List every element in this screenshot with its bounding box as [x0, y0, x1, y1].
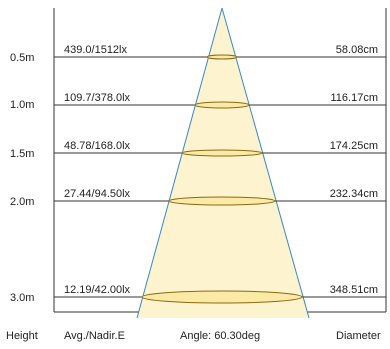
row-lux-label: 27.44/94.50lx — [64, 188, 131, 200]
row-1.0m: 1.0m 109.7/378.0lx 116.17cm — [10, 92, 386, 111]
row-height-label: 3.0m — [10, 292, 34, 304]
footer-angle-label: Angle: 60.30deg — [180, 330, 260, 342]
beam-spot-ellipse — [206, 54, 238, 60]
row-lux-label: 109.7/378.0lx — [64, 92, 131, 104]
row-diameter-label: 348.51cm — [330, 284, 378, 296]
beam-spot-ellipse — [141, 290, 303, 304]
row-height-label: 1.0m — [10, 99, 34, 111]
beam-spot-ellipse — [194, 101, 250, 109]
row-lux-label: 48.78/168.0lx — [64, 140, 131, 152]
row-3.0m: 3.0m 12.19/42.00lx 348.51cm — [10, 284, 386, 304]
row-2.0m: 2.0m 27.44/94.50lx 232.34cm — [10, 188, 386, 208]
row-diameter-label: 174.25cm — [330, 140, 378, 152]
row-lux-label: 12.19/42.00lx — [64, 284, 131, 296]
row-diameter-label: 232.34cm — [330, 188, 378, 200]
row-diameter-label: 116.17cm — [331, 92, 379, 104]
beam-spot-ellipse — [181, 149, 263, 157]
row-1.5m: 1.5m 48.78/168.0lx 174.25cm — [10, 140, 386, 160]
row-diameter-label: 58.08cm — [336, 44, 378, 56]
footer-height-label: Height — [6, 330, 38, 342]
footer-lux-label: Avg./Nadir.E — [64, 330, 125, 342]
beam-cone — [137, 8, 309, 318]
row-height-label: 0.5m — [10, 52, 34, 64]
beam-edge-left — [136, 7, 223, 319]
row-height-label: 1.5m — [10, 148, 34, 160]
row-lux-label: 439.0/1512lx — [64, 44, 127, 56]
beam-edge-right — [221, 7, 310, 319]
footer-diameter-label: Diameter — [336, 330, 381, 342]
row-0.5m: 0.5m 439.0/1512lx 58.08cm — [10, 44, 386, 64]
row-height-label: 2.0m — [10, 196, 34, 208]
beam-spot-ellipse — [168, 196, 276, 206]
